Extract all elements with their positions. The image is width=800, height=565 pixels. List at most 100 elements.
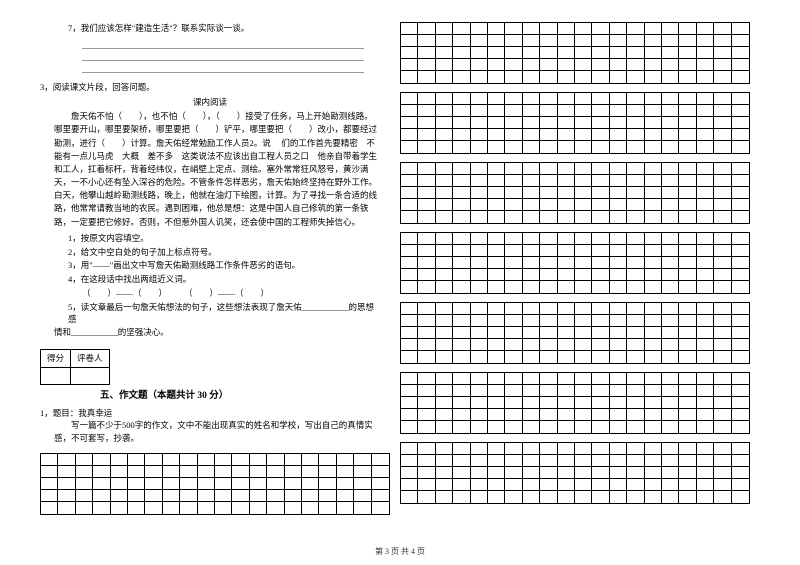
grid-cell: [285, 466, 302, 477]
grid-cell: [610, 397, 627, 408]
grid-cell: [679, 245, 696, 256]
grid-cell: [732, 327, 749, 338]
grid-cell: [697, 269, 714, 280]
grid-cell: [41, 454, 58, 465]
grid-cell: [267, 466, 284, 477]
grid-cell: [267, 490, 284, 501]
grid-cell: [697, 385, 714, 396]
grid-cell: [401, 385, 418, 396]
essay-instruction: 写一篇不少于500字的作文，文中不能出现真实的姓名和学校，写出自己的真情实感，不…: [40, 419, 380, 445]
grid-cell: [471, 59, 488, 70]
grid-cell: [145, 502, 162, 514]
grid-cell: [714, 245, 731, 256]
grid-cell: [714, 421, 731, 433]
grid-row: [401, 467, 749, 479]
grid-cell: [697, 281, 714, 293]
grid-cell: [627, 327, 644, 338]
grid-cell: [592, 409, 609, 420]
grid-cell: [488, 479, 505, 490]
grid-cell: [540, 351, 557, 363]
grid-cell: [401, 351, 418, 363]
grid-cell: [453, 211, 470, 223]
grid-cell: [540, 303, 557, 314]
grid-cell: [732, 105, 749, 116]
grid-cell: [662, 443, 679, 454]
grid-cell: [662, 141, 679, 153]
grid-cell: [488, 351, 505, 363]
grid-cell: [337, 466, 354, 477]
grid-cell: [401, 233, 418, 244]
grid-cell: [76, 454, 93, 465]
grid-cell: [697, 93, 714, 104]
grid-cell: [488, 233, 505, 244]
grid-cell: [471, 163, 488, 174]
grid-cell: [627, 93, 644, 104]
grid-cell: [198, 502, 215, 514]
grid-cell: [627, 385, 644, 396]
grid-cell: [488, 105, 505, 116]
grid-cell: [505, 409, 522, 420]
grid-cell: [645, 211, 662, 223]
grid-cell: [453, 443, 470, 454]
writing-grid: [400, 372, 750, 434]
grid-cell: [592, 269, 609, 280]
grid-cell: [250, 502, 267, 514]
grid-cell: [488, 257, 505, 268]
grid-cell: [662, 421, 679, 433]
grid-cell: [540, 175, 557, 186]
grid-cell: [679, 467, 696, 478]
grid-cell: [662, 351, 679, 363]
sub-question-1: 1，按原文内容填空。: [40, 232, 380, 245]
grid-cell: [540, 71, 557, 83]
sub-question-5b: 情和___________的坚强决心。: [40, 326, 380, 339]
grid-cell: [436, 281, 453, 293]
grid-cell: [418, 23, 435, 34]
grid-cell: [645, 71, 662, 83]
grid-cell: [558, 281, 575, 293]
score-table: 得分 评卷人: [40, 349, 110, 386]
grid-cell: [610, 129, 627, 140]
grid-cell: [610, 339, 627, 350]
grid-cell: [592, 421, 609, 433]
grid-cell: [488, 443, 505, 454]
grid-cell: [523, 23, 540, 34]
grid-cell: [523, 175, 540, 186]
grid-cell: [714, 129, 731, 140]
answer-line: [82, 63, 364, 73]
writing-grid: [400, 162, 750, 224]
grid-cell: [558, 373, 575, 384]
grid-cell: [540, 281, 557, 293]
grid-cell: [488, 199, 505, 210]
grid-cell: [714, 467, 731, 478]
grid-cell: [575, 315, 592, 326]
grid-cell: [714, 303, 731, 314]
grid-row: [401, 397, 749, 409]
grid-cell: [610, 467, 627, 478]
grid-cell: [128, 490, 145, 501]
grid-cell: [627, 467, 644, 478]
grid-cell: [645, 233, 662, 244]
grid-cell: [592, 93, 609, 104]
grid-cell: [232, 478, 249, 489]
grid-cell: [471, 245, 488, 256]
grid-cell: [714, 199, 731, 210]
reading-passage: 詹天佑不怕（ ），也不怕（ ），（ ）接受了任务，马上开始勘测线路。哪里要开山，…: [40, 110, 380, 229]
grid-cell: [575, 467, 592, 478]
grid-row: [401, 373, 749, 385]
grid-cell: [697, 199, 714, 210]
grid-cell: [505, 351, 522, 363]
grid-cell: [505, 327, 522, 338]
grid-cell: [540, 479, 557, 490]
grid-cell: [93, 466, 110, 477]
grid-cell: [540, 211, 557, 223]
grid-cell: [645, 117, 662, 128]
grid-cell: [505, 303, 522, 314]
grid-cell: [610, 105, 627, 116]
grid-cell: [319, 454, 336, 465]
grid-cell: [401, 479, 418, 490]
grid-cell: [418, 117, 435, 128]
grid-cell: [679, 175, 696, 186]
grid-cell: [418, 373, 435, 384]
writing-grid: [400, 302, 750, 364]
grid-cell: [592, 71, 609, 83]
